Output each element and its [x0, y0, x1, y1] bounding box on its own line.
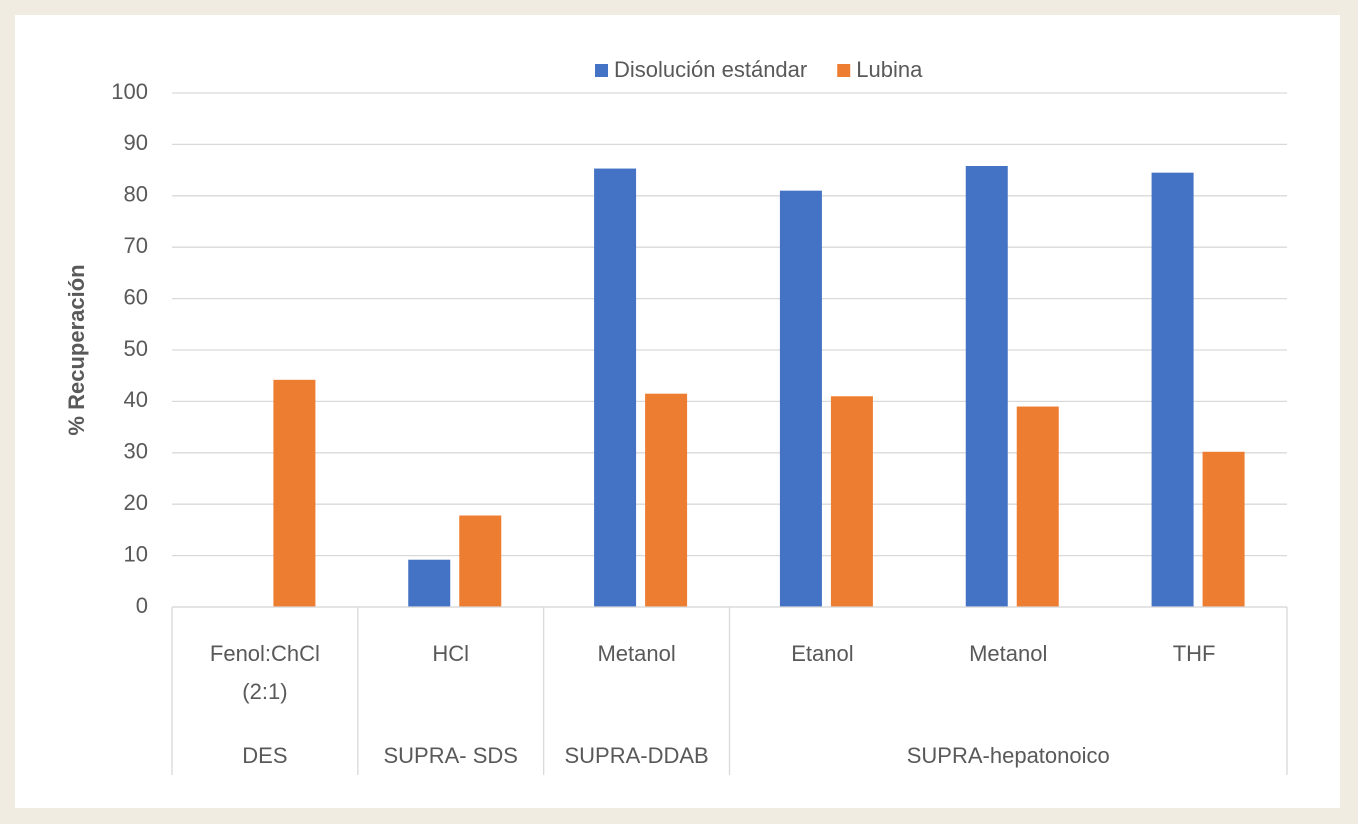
- y-tick-label: 20: [124, 490, 148, 515]
- group-label: DES: [242, 743, 287, 768]
- y-tick-label: 80: [124, 182, 148, 207]
- y-tick-label: 10: [124, 541, 148, 566]
- x-tick-label: Etanol: [791, 641, 853, 666]
- bar: [594, 168, 637, 608]
- legend-swatch: [837, 64, 851, 77]
- bar: [408, 559, 451, 607]
- bar: [645, 393, 688, 607]
- bar: [1016, 406, 1059, 607]
- bar: [1151, 172, 1194, 608]
- x-tick-label: THF: [1173, 641, 1216, 666]
- bar: [459, 515, 502, 607]
- group-label: SUPRA- SDS: [384, 743, 518, 768]
- bar: [830, 396, 873, 607]
- y-axis-label: % Recuperación: [64, 264, 89, 435]
- y-tick-label: 70: [124, 233, 148, 258]
- bar: [779, 190, 822, 607]
- group-label: SUPRA-hepatonoico: [907, 743, 1110, 768]
- bar: [965, 165, 1008, 607]
- group-label: SUPRA-DDAB: [564, 743, 708, 768]
- legend-label: Disolución estándar: [614, 57, 807, 82]
- y-tick-label: 0: [136, 593, 148, 618]
- x-tick-label: HCl: [432, 641, 469, 666]
- y-tick-label: 90: [124, 130, 148, 155]
- y-tick-label: 60: [124, 284, 148, 309]
- y-tick-label: 30: [124, 439, 148, 464]
- bar: [1202, 451, 1245, 607]
- x-tick-label: Fenol:ChCl: [210, 641, 320, 666]
- x-tick-label: Metanol: [969, 641, 1047, 666]
- bar: [273, 379, 316, 607]
- y-tick-label: 40: [124, 387, 148, 412]
- legend-swatch: [595, 64, 608, 77]
- legend-label: Lubina: [856, 57, 923, 82]
- y-tick-label: 50: [124, 336, 148, 361]
- x-tick-label: (2:1): [242, 679, 287, 704]
- y-tick-label: 100: [111, 79, 148, 104]
- x-tick-label: Metanol: [597, 641, 675, 666]
